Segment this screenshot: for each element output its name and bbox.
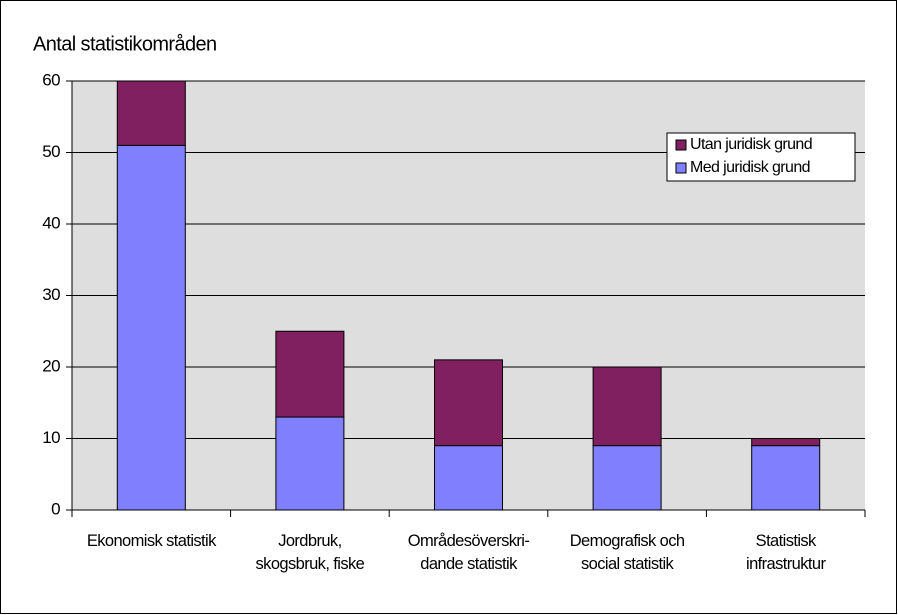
y-axis-title: Antal statistikområden	[33, 33, 217, 55]
bar-segment	[592, 366, 662, 447]
legend-box	[666, 132, 856, 182]
x-tick-label: Jordbruk, skogsbruk, fiske	[255, 532, 365, 573]
y-tick-label: 10	[42, 428, 60, 447]
y-tick-label: 40	[42, 213, 60, 232]
axes: 0 10 20 30 40 50 60	[42, 70, 866, 518]
y-tick-label: 60	[42, 70, 60, 89]
y-tick-label: 50	[42, 142, 60, 161]
bar-segment	[116, 144, 186, 511]
bar-segment	[275, 416, 345, 511]
legend-swatch	[675, 139, 687, 151]
legend-label: Med juridisk grund	[690, 159, 810, 176]
bar-segment	[751, 438, 821, 447]
x-tick-label: Ekonomisk statistik	[86, 532, 216, 550]
y-tick-label: 30	[42, 285, 60, 304]
x-tick-label: Områdesöverskri- dande statistik	[407, 532, 530, 573]
bar-segment	[434, 359, 503, 447]
x-tick-label: Statistisk infrastruktur	[746, 532, 826, 573]
bar-segment	[434, 445, 503, 511]
bar-segment	[116, 80, 186, 146]
legend-swatch	[675, 162, 687, 174]
x-tick-label: Demografisk och social statistik	[569, 532, 685, 573]
bar-segment	[275, 330, 345, 418]
legend: Utan juridisk grund Med juridisk grund	[666, 132, 856, 182]
bar-segment	[751, 445, 821, 511]
bar-segment	[592, 445, 662, 511]
legend-label: Utan juridisk grund	[690, 136, 812, 153]
y-tick-label: 0	[51, 499, 60, 518]
y-tick-label: 20	[42, 356, 60, 375]
